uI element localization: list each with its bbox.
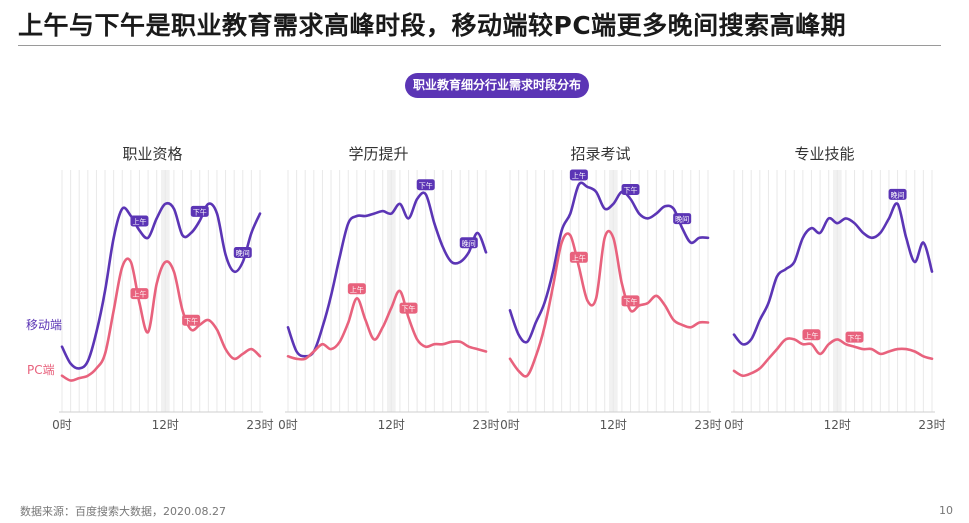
peak-annotation-label: 下午 xyxy=(419,181,433,190)
peak-annotation: 上午 xyxy=(569,169,588,181)
peak-annotation: 晚间 xyxy=(233,246,252,258)
series-line-pc xyxy=(508,229,710,378)
chart-title: 招录考试 xyxy=(570,145,631,163)
series-line-mobile xyxy=(732,202,934,346)
peak-annotation: 上午 xyxy=(347,283,366,295)
peak-annotation-label: 上午 xyxy=(132,217,146,226)
chart-panel-vocational-qualification: 职业资格 0时 12时 23时 上午 下午 晚间 上午 下午 xyxy=(40,140,274,445)
series-line-pc xyxy=(286,289,488,361)
peak-annotation-label: 下午 xyxy=(624,186,638,195)
peak-annotation-label: 下午 xyxy=(624,297,638,306)
peak-annotation-label: 晚间 xyxy=(236,249,250,258)
peak-annotation: 上午 xyxy=(130,215,149,227)
x-tick-label: 12时 xyxy=(378,418,405,432)
peak-annotation: 下午 xyxy=(621,184,640,196)
peak-annotation-label: 上午 xyxy=(132,290,146,299)
peak-annotation: 下午 xyxy=(182,314,201,326)
peak-annotation: 下午 xyxy=(190,205,209,217)
series-line-pc xyxy=(732,337,934,378)
peak-annotation-label: 下午 xyxy=(193,207,207,216)
page-title: 上午与下午是职业教育需求高峰时段，移动端较PC端更多晚间搜索高峰期 xyxy=(18,11,847,40)
x-tick-label: 0时 xyxy=(500,418,520,432)
chart-title: 专业技能 xyxy=(794,145,855,163)
x-tick-label: 23时 xyxy=(694,418,721,432)
peak-annotation: 上午 xyxy=(802,329,821,341)
chart-panel-recruitment-exam: 招录考试 0时 12时 23时 上午 下午 晚间 上午 下午 xyxy=(488,140,722,445)
peak-annotation: 上午 xyxy=(130,288,149,300)
x-tick-label: 0时 xyxy=(724,418,744,432)
x-tick-label: 23时 xyxy=(472,418,499,432)
chart-panel-professional-skills: 专业技能 0时 12时 23时 晚间上午 下午 xyxy=(712,140,946,445)
peak-annotation-label: 上午 xyxy=(804,331,818,340)
chart-group-label: 职业教育细分行业需求时段分布 xyxy=(405,73,589,98)
peak-annotation-label: 上午 xyxy=(350,285,364,294)
x-tick-label: 0时 xyxy=(52,418,72,432)
series-label-mobile: 移动端 xyxy=(26,318,63,332)
peak-annotation: 上午 xyxy=(569,251,588,263)
peak-annotation-label: 晚间 xyxy=(462,239,476,248)
title-divider xyxy=(18,45,941,46)
x-tick-label: 12时 xyxy=(600,418,627,432)
peak-annotation-label: 下午 xyxy=(184,316,198,325)
peak-annotation: 晚间 xyxy=(888,188,907,200)
peak-annotation-label: 下午 xyxy=(402,304,416,313)
peak-annotation-label: 晚间 xyxy=(675,215,689,224)
peak-annotation-label: 上午 xyxy=(572,253,586,262)
x-tick-label: 0时 xyxy=(278,418,298,432)
peak-annotation-label: 下午 xyxy=(848,333,862,342)
peak-annotation: 下午 xyxy=(416,179,435,191)
chart-panel-degree-upgrade: 学历提升 0时 12时 23时 下午 晚间 上午 下午 xyxy=(266,140,500,445)
x-tick-label: 12时 xyxy=(152,418,179,432)
x-tick-label: 23时 xyxy=(246,418,273,432)
chart-title: 职业资格 xyxy=(122,145,183,163)
peak-annotation-label: 上午 xyxy=(572,171,586,180)
peak-annotation: 晚间 xyxy=(673,213,692,225)
peak-annotation: 下午 xyxy=(399,302,418,314)
x-tick-label: 12时 xyxy=(824,418,851,432)
data-source-note: 数据来源：百度搜索大数据，2020.08.27 xyxy=(20,505,226,518)
peak-annotation: 下午 xyxy=(845,331,864,343)
series-label-pc: PC端 xyxy=(27,363,55,377)
series-line-mobile xyxy=(60,201,262,370)
x-tick-label: 23时 xyxy=(918,418,945,432)
peak-annotation: 下午 xyxy=(621,295,640,307)
chart-title: 学历提升 xyxy=(348,145,409,163)
series-line-mobile xyxy=(286,191,488,358)
series-line-pc xyxy=(60,257,262,382)
peak-annotation: 晚间 xyxy=(459,237,478,249)
page-number: 10 xyxy=(939,504,953,517)
series-line-mobile xyxy=(508,181,710,344)
peak-annotation-label: 晚间 xyxy=(891,190,905,199)
